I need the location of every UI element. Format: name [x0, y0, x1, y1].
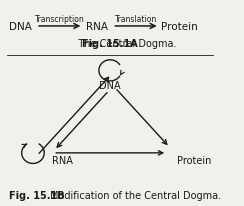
Text: RNA: RNA — [52, 155, 73, 165]
Text: DNA: DNA — [9, 22, 31, 32]
Text: RNA: RNA — [86, 22, 108, 32]
Text: Translation: Translation — [115, 15, 157, 24]
Text: Fig. 15.1B: Fig. 15.1B — [9, 190, 65, 200]
Text: Fig. 15.1A: Fig. 15.1A — [82, 39, 138, 49]
Text: Transcription: Transcription — [35, 15, 85, 24]
Text: DNA: DNA — [99, 81, 121, 91]
Text: Protein: Protein — [161, 22, 197, 32]
Text: Protein: Protein — [177, 155, 211, 165]
Text: Modification of the Central Dogma.: Modification of the Central Dogma. — [50, 190, 221, 200]
Text: The Central Dogma.: The Central Dogma. — [44, 39, 176, 49]
